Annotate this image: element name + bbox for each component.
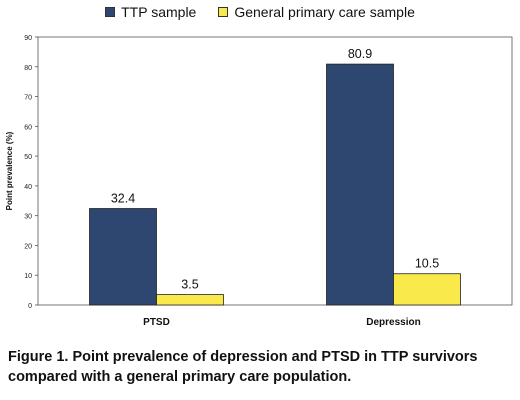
- bar-chart: 0 10 20 30 40 50 60 70 80 90 Point prevalence (%) P…: [5, 35, 513, 328]
- figure-caption: Figure 1. Point prevalence of depression…: [8, 349, 478, 385]
- bar: [156, 294, 224, 306]
- y-tick-label: 90: [24, 35, 32, 42]
- plot-frame: [37, 36, 513, 306]
- chart-marks: 32.4 3.5 80.9 10.5: [89, 47, 461, 306]
- data-label: 3.5: [181, 278, 198, 292]
- y-tick-label: 70: [24, 95, 32, 102]
- legend-swatch-ttp: [105, 7, 116, 17]
- chart-axes: 0 10 20 30 40 50 60 70 80 90 Point prevalence (%) P…: [5, 35, 513, 328]
- legend-label-ttp: TTP sample: [121, 4, 197, 20]
- y-tick-label: 80: [24, 65, 32, 72]
- legend-item-ttp: TTP sample: [105, 4, 196, 20]
- bar: [326, 63, 394, 306]
- data-label: 10.5: [415, 257, 439, 271]
- bar: [89, 208, 157, 306]
- y-tick-label: 40: [24, 184, 32, 191]
- y-tick-label: 0: [28, 303, 32, 310]
- x-tick-label: PTSD: [143, 317, 170, 328]
- y-tick-label: 20: [24, 243, 32, 250]
- data-label: 80.9: [348, 47, 372, 61]
- y-tick-label: 10: [24, 273, 32, 280]
- y-tick-label: 50: [24, 154, 32, 161]
- chart-legend: TTP sample General primary care sample: [0, 4, 520, 20]
- x-tick-label: Depression: [366, 317, 420, 328]
- bar: [393, 273, 461, 306]
- legend-swatch-general: [218, 7, 229, 17]
- legend-item-general: General primary care sample: [218, 4, 415, 20]
- y-axis-label: Point prevalence (%): [5, 131, 14, 210]
- y-tick-label: 30: [24, 214, 32, 221]
- data-label: 32.4: [111, 192, 135, 206]
- y-tick-label: 60: [24, 124, 32, 131]
- legend-label-general: General primary care sample: [234, 4, 415, 20]
